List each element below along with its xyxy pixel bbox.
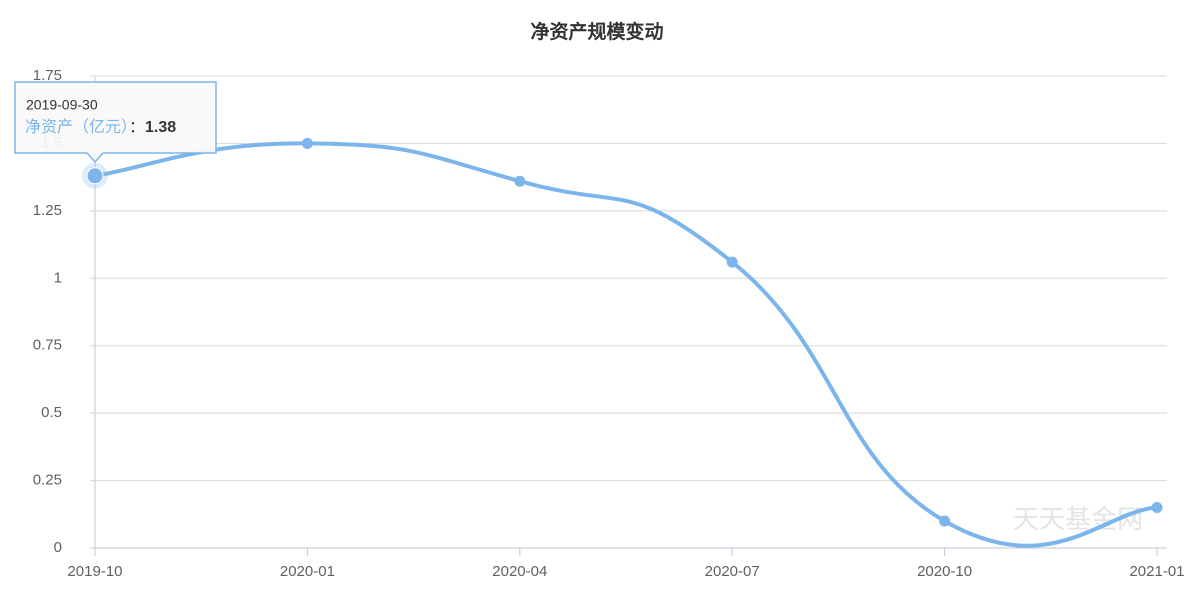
x-tick-label: 2020-01: [280, 563, 335, 580]
y-tick-label: 0: [54, 539, 62, 556]
y-tick-label: 0.5: [41, 404, 62, 421]
point: [514, 175, 526, 187]
tooltip-separator: ：: [129, 119, 145, 136]
point: [726, 256, 738, 268]
x-tick-label: 2021-01: [1129, 563, 1184, 580]
y-tick-label: 1: [54, 269, 62, 286]
point: [939, 515, 951, 527]
tooltip-series: 净资产（亿元）: [25, 118, 129, 136]
tooltip-row: 净资产（亿元）：1.38: [25, 118, 176, 136]
y-tick-label: 1.25: [33, 202, 62, 219]
tooltip-box: [14, 81, 217, 164]
tooltip-date: 2019-09-30: [26, 97, 98, 113]
point: [86, 167, 104, 185]
chart-title: 净资产规模变动: [530, 20, 663, 43]
x-tick-label: 2020-10: [917, 563, 972, 580]
tooltip: 2019-09-30 净资产（亿元）：1.38: [14, 81, 217, 164]
point: [301, 137, 313, 149]
line: [94, 141, 1158, 548]
y-tick-label: 0.25: [33, 472, 62, 489]
x-tick-label: 2019-10: [67, 563, 122, 580]
y-tick-label: 1.75: [33, 67, 62, 84]
x-tick-label: 2020-07: [705, 563, 760, 580]
watermark: 天天基金网: [1013, 505, 1143, 535]
y-tick-label: 0.75: [33, 337, 62, 354]
x-tick-label: 2020-04: [492, 563, 547, 580]
point: [1151, 502, 1163, 514]
tooltip-value: 1.38: [145, 119, 176, 136]
